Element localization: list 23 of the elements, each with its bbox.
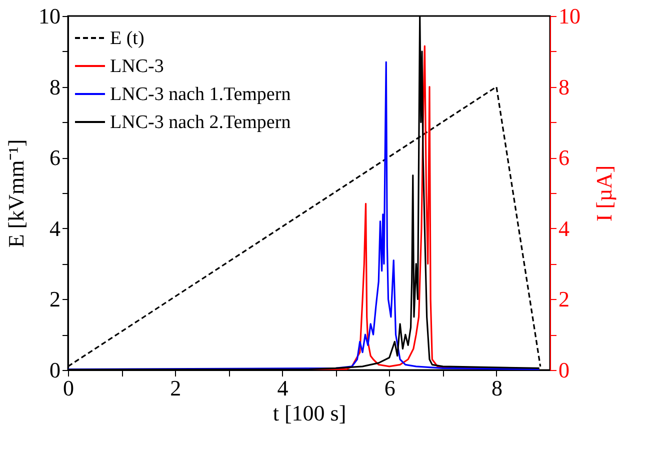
y2-tick-label: 4 xyxy=(558,216,570,241)
x-tick-label: 8 xyxy=(491,376,502,400)
y2-axis-title: I [µA] xyxy=(592,165,616,222)
legend-label: E (t) xyxy=(110,28,144,49)
y-tick-label: 4 xyxy=(50,216,60,241)
y2-tick-label: 6 xyxy=(558,145,570,170)
x-tick-label: 6 xyxy=(384,376,396,400)
legend-label: LNC-3 xyxy=(110,56,164,77)
y2-tick-label: 10 xyxy=(558,4,580,28)
y2-tick-label: 2 xyxy=(558,286,570,312)
y-tick-label: 0 xyxy=(50,358,60,382)
y-tick-label: 2 xyxy=(50,286,60,312)
y2-tick-label: 0 xyxy=(558,358,570,382)
x-tick-label: 4 xyxy=(277,376,288,400)
y-axis-title: E [kVmm⁻¹] xyxy=(4,139,28,248)
y2-tick-label: 8 xyxy=(558,74,570,100)
x-tick-label: 2 xyxy=(170,376,182,400)
y-tick-label: 6 xyxy=(50,145,60,170)
y-tick-label: 8 xyxy=(50,74,60,100)
y-tick-label: 10 xyxy=(38,4,60,28)
legend-label: LNC-3 nach 1.Tempern xyxy=(110,84,292,105)
x-axis-title: t [100 s] xyxy=(272,400,346,426)
legend-label: LNC-3 nach 2.Tempern xyxy=(110,112,292,133)
